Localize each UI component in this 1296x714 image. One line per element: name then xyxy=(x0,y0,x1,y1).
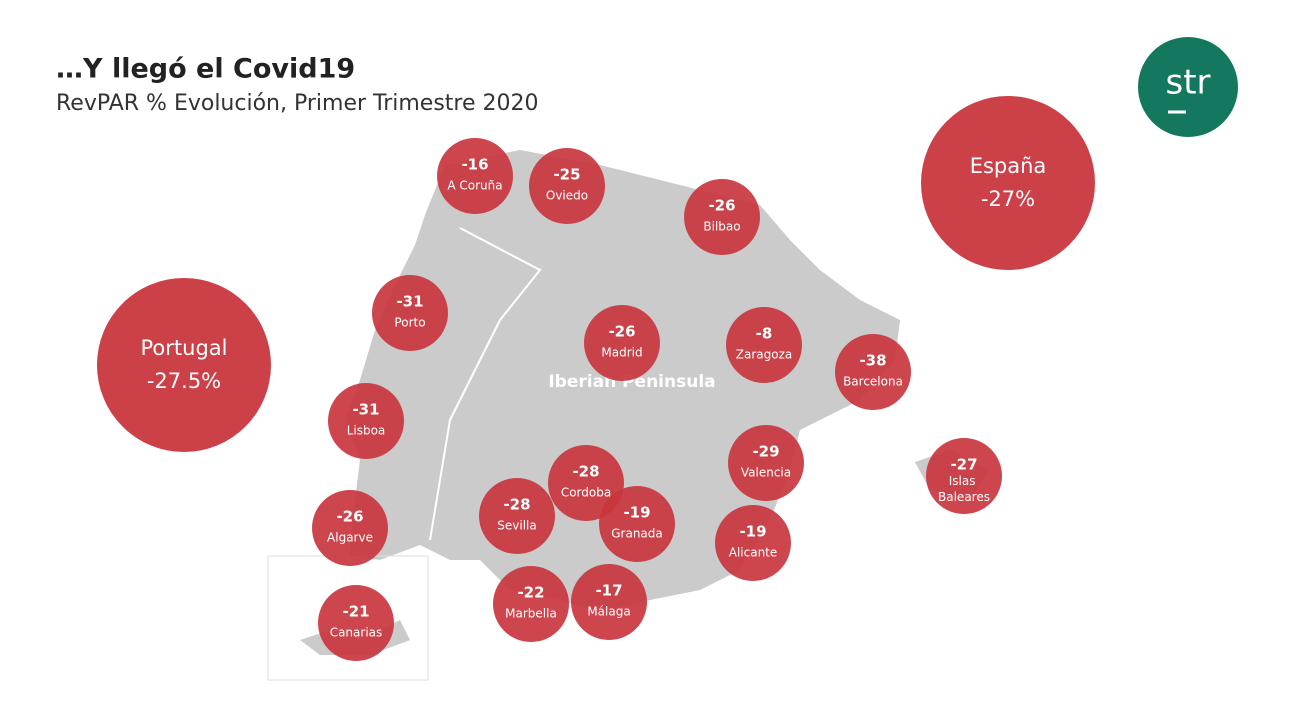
country-name: Portugal xyxy=(141,336,228,360)
city-value: -16 xyxy=(461,156,488,174)
city-value: -22 xyxy=(517,584,544,602)
city-bubble xyxy=(312,490,388,566)
city-value: -8 xyxy=(756,325,773,343)
city-value: -19 xyxy=(623,504,650,522)
city-name: Marbella xyxy=(505,607,557,621)
city-value: -21 xyxy=(342,603,369,621)
subtitle: RevPAR % Evolución, Primer Trimestre 202… xyxy=(56,91,539,116)
city-value: -27 xyxy=(950,456,977,474)
city-name: Sevilla xyxy=(497,519,536,533)
city-bubble xyxy=(571,564,647,640)
city-name: Alicante xyxy=(729,546,778,560)
city-value: -31 xyxy=(396,293,423,311)
logo: str xyxy=(1165,63,1210,103)
country-value: -27% xyxy=(981,187,1035,211)
city-name: Barcelona xyxy=(843,375,903,389)
city-value: -31 xyxy=(352,401,379,419)
city-name: Oviedo xyxy=(546,189,588,203)
city-value: -25 xyxy=(553,166,580,184)
country-name: España xyxy=(970,154,1047,178)
logo-badge xyxy=(1138,37,1238,137)
border xyxy=(429,227,542,541)
city-bubble xyxy=(493,566,569,642)
city-name: Granada xyxy=(611,527,663,541)
city-value: -28 xyxy=(572,463,599,481)
city-name: Cordoba xyxy=(561,486,611,500)
city-name: A Coruña xyxy=(447,179,502,193)
city-name: Málaga xyxy=(587,605,630,619)
city-bubble xyxy=(599,486,675,562)
city-name: Islas Baleares xyxy=(938,474,990,504)
city-name: Porto xyxy=(394,316,425,330)
city-value: -28 xyxy=(503,496,530,514)
city-value: -26 xyxy=(608,323,635,341)
city-name: Lisboa xyxy=(347,424,386,438)
city-value: -38 xyxy=(859,352,886,370)
city-bubble xyxy=(318,585,394,661)
city-bubble xyxy=(715,505,791,581)
city-bubble xyxy=(328,383,404,459)
city-name: Madrid xyxy=(601,346,642,360)
city-bubble xyxy=(726,307,802,383)
city-bubble xyxy=(728,425,804,501)
title: …Y llegó el Covid19 xyxy=(56,54,355,85)
city-bubble xyxy=(372,275,448,351)
city-bubble xyxy=(926,438,1002,514)
city-bubble xyxy=(684,179,760,255)
city-value: -26 xyxy=(708,197,735,215)
city-value: -26 xyxy=(336,508,363,526)
city-bubble xyxy=(548,445,624,521)
city-bubble xyxy=(584,305,660,381)
city-name: Valencia xyxy=(741,466,791,480)
city-name: Zaragoza xyxy=(736,348,792,362)
city-name: Bilbao xyxy=(703,220,740,234)
city-bubble xyxy=(437,138,513,214)
city-bubble xyxy=(479,478,555,554)
city-bubble xyxy=(835,334,911,410)
country-bubble xyxy=(921,96,1095,270)
city-bubble xyxy=(529,148,605,224)
city-value: -19 xyxy=(739,523,766,541)
country-value: -27.5% xyxy=(147,369,221,393)
city-name: Algarve xyxy=(327,531,373,545)
city-value: -17 xyxy=(595,582,622,600)
city-value: -29 xyxy=(752,443,779,461)
country-bubble xyxy=(97,278,271,452)
map-label: Iberian Peninsula xyxy=(548,372,715,392)
city-name: Canarias xyxy=(330,626,383,640)
